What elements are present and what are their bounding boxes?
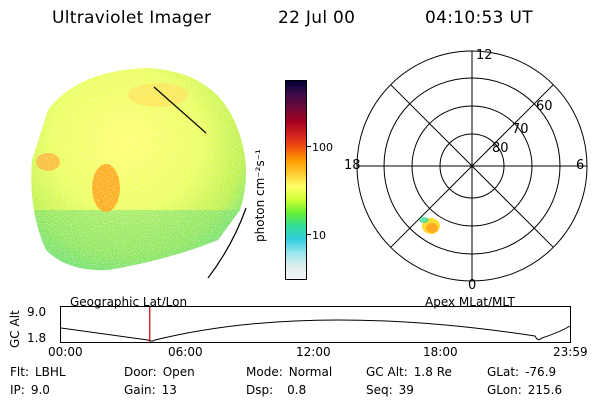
time-tick-2: 12:00 xyxy=(296,345,331,359)
mlt-label-6: 6 xyxy=(576,158,584,173)
time-tick-1: 06:00 xyxy=(168,345,203,359)
info-seq: Seq: 39 xyxy=(366,383,414,397)
aurora-image xyxy=(31,68,247,279)
mlt-label-18: 18 xyxy=(344,158,361,173)
timeline-altitude-curve xyxy=(60,319,571,342)
instrument-title: Ultraviolet Imager xyxy=(52,8,212,28)
colorbar-unit-label: photon cm⁻²s⁻¹ xyxy=(253,149,267,242)
timeline-plot xyxy=(60,306,571,343)
time-label: 04:10:53 UT xyxy=(425,8,533,28)
info-glon: GLon: 215.6 xyxy=(487,383,563,397)
info-door: Door: Open xyxy=(124,365,195,379)
date-label: 22 Jul 00 xyxy=(278,8,356,28)
info-gain: Gain: 13 xyxy=(124,383,177,397)
title-bar: Ultraviolet Imager 22 Jul 00 04:10:53 UT xyxy=(0,0,600,40)
timeline-axis-title: GC Alt xyxy=(8,310,22,348)
lat-label-70: 70 xyxy=(512,122,529,137)
time-tick-4: 23:59 xyxy=(553,345,588,359)
info-mode: Mode: Normal xyxy=(246,365,333,379)
polar-plot: 12 18 6 0 60 70 80 xyxy=(344,48,588,293)
info-ip: IP: 9.0 xyxy=(10,383,50,397)
info-gc-alt: GC Alt: 1.8 Re xyxy=(366,365,452,379)
colorbar-gradient xyxy=(286,81,306,279)
timeline-ytick-max: 9.0 xyxy=(27,305,47,319)
info-dsp: Dsp: 0.8 xyxy=(246,383,307,397)
polar-aurora-core xyxy=(426,223,438,233)
mlt-label-12: 12 xyxy=(476,48,493,63)
lat-label-80: 80 xyxy=(492,141,509,156)
colorbar xyxy=(285,80,307,280)
timeline-left-caption: Geographic Lat/Lon xyxy=(70,295,188,309)
time-tick-0: 00:00 xyxy=(48,345,83,359)
info-filter: Flt: LBHL xyxy=(10,365,66,379)
timeline-right-caption: Apex MLat/MLT xyxy=(425,295,515,309)
info-glat: GLat: -76.9 xyxy=(487,365,557,379)
lat-label-60: 60 xyxy=(536,99,553,114)
time-tick-3: 18:00 xyxy=(423,345,458,359)
mlt-label-0: 0 xyxy=(468,278,476,293)
colorbar-tick-100: 100 xyxy=(312,141,333,154)
timeline-ytick-min: 1.8 xyxy=(27,331,47,345)
colorbar-tick-10: 10 xyxy=(312,229,326,242)
